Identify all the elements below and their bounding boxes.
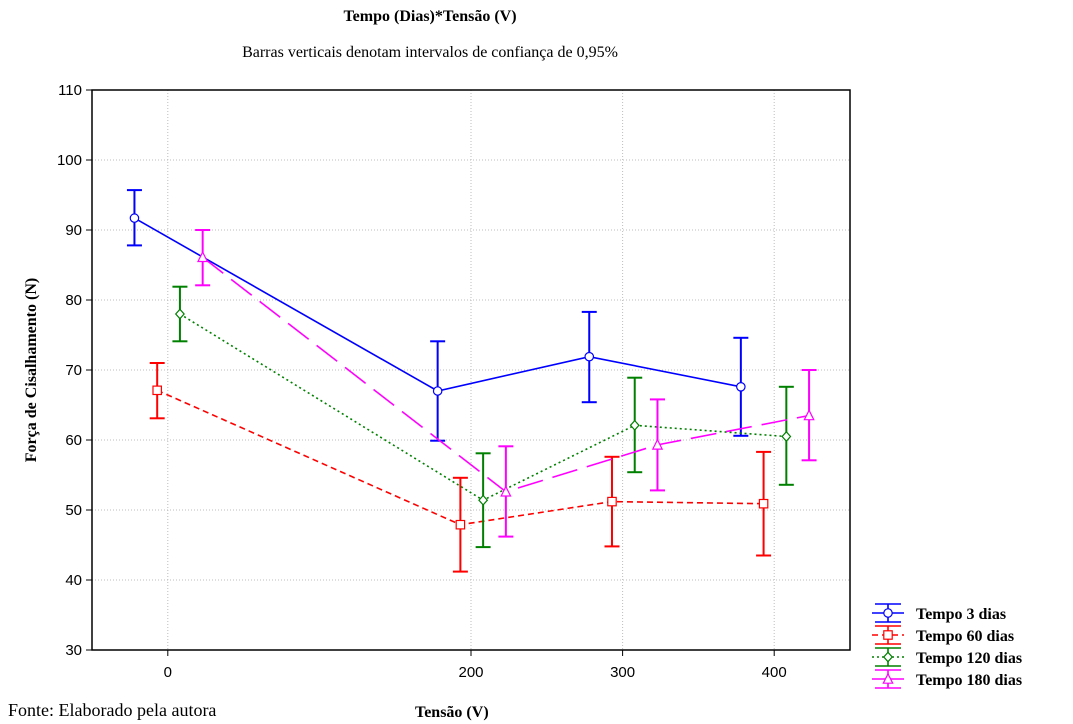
- series-line: [179, 313, 787, 502]
- grid-lines: [92, 90, 850, 650]
- series-4: [195, 229, 817, 538]
- data-point: [432, 386, 443, 396]
- legend-item: Tempo 120 dias: [872, 647, 1022, 667]
- source-note: Fonte: Elaborado pela autora: [8, 700, 217, 720]
- y-tick-label: 40: [65, 572, 82, 589]
- legend-marker: [883, 630, 893, 640]
- legend-label: Tempo 180 dias: [916, 672, 1022, 689]
- y-tick-label: 100: [57, 152, 82, 169]
- x-tick-label: 200: [458, 664, 483, 681]
- legend-marker: [882, 651, 894, 663]
- data-point: [500, 485, 512, 497]
- data-point: [584, 351, 595, 362]
- data-point: [455, 519, 466, 530]
- legend: Tempo 3 dias Tempo 60 dias Tempo 120 dias T…: [872, 603, 1022, 689]
- data-point: [174, 308, 185, 320]
- y-tick-label: 80: [65, 292, 82, 309]
- y-tick-label: 50: [65, 502, 82, 519]
- series-line: [202, 256, 810, 493]
- y-tick-label: 70: [65, 362, 82, 379]
- data-point: [651, 438, 664, 450]
- x-axis-label: Tensão (V): [415, 704, 489, 721]
- legend-label: Tempo 3 dias: [916, 606, 1006, 623]
- x-tick-label: 0: [164, 664, 172, 681]
- data-point: [129, 213, 140, 223]
- data-point: [736, 381, 746, 392]
- data-point: [629, 419, 640, 431]
- x-tick-label: 300: [610, 664, 635, 681]
- legend-item: Tempo 60 dias: [872, 625, 1014, 645]
- series-group: [126, 189, 817, 573]
- y-tick-label: 90: [65, 222, 82, 239]
- x-tick-label: 400: [762, 664, 787, 681]
- legend-marker: [882, 672, 894, 684]
- legend-label: Tempo 120 dias: [916, 650, 1022, 667]
- data-point: [758, 498, 769, 509]
- chart-subtitle: Barras verticais denotam intervalos de c…: [242, 44, 618, 61]
- series-3: [172, 285, 794, 549]
- series-2: [149, 362, 772, 573]
- data-point: [478, 494, 489, 506]
- series-line: [156, 389, 764, 526]
- chart-title: Tempo (Dias)*Tensão (V): [343, 8, 517, 25]
- axis-ticks: 30 40 50 60 70 80 90 100 110 0 200 300 400: [57, 82, 787, 681]
- series-1: [126, 189, 749, 442]
- y-tick-label: 30: [65, 642, 82, 659]
- data-point: [781, 430, 792, 443]
- legend-item: Tempo 3 dias: [872, 603, 1006, 623]
- series-line: [134, 217, 742, 392]
- y-tick-label: 110: [58, 82, 82, 99]
- legend-label: Tempo 60 dias: [916, 628, 1014, 645]
- data-point: [803, 408, 815, 421]
- legend-item: Tempo 180 dias: [872, 669, 1022, 689]
- legend-marker: [883, 608, 893, 618]
- data-point: [152, 385, 162, 396]
- y-tick-label: 60: [65, 432, 82, 449]
- y-axis-label: Força de Cisalhamento (N): [23, 277, 40, 463]
- data-point: [196, 250, 209, 263]
- data-point: [607, 496, 617, 507]
